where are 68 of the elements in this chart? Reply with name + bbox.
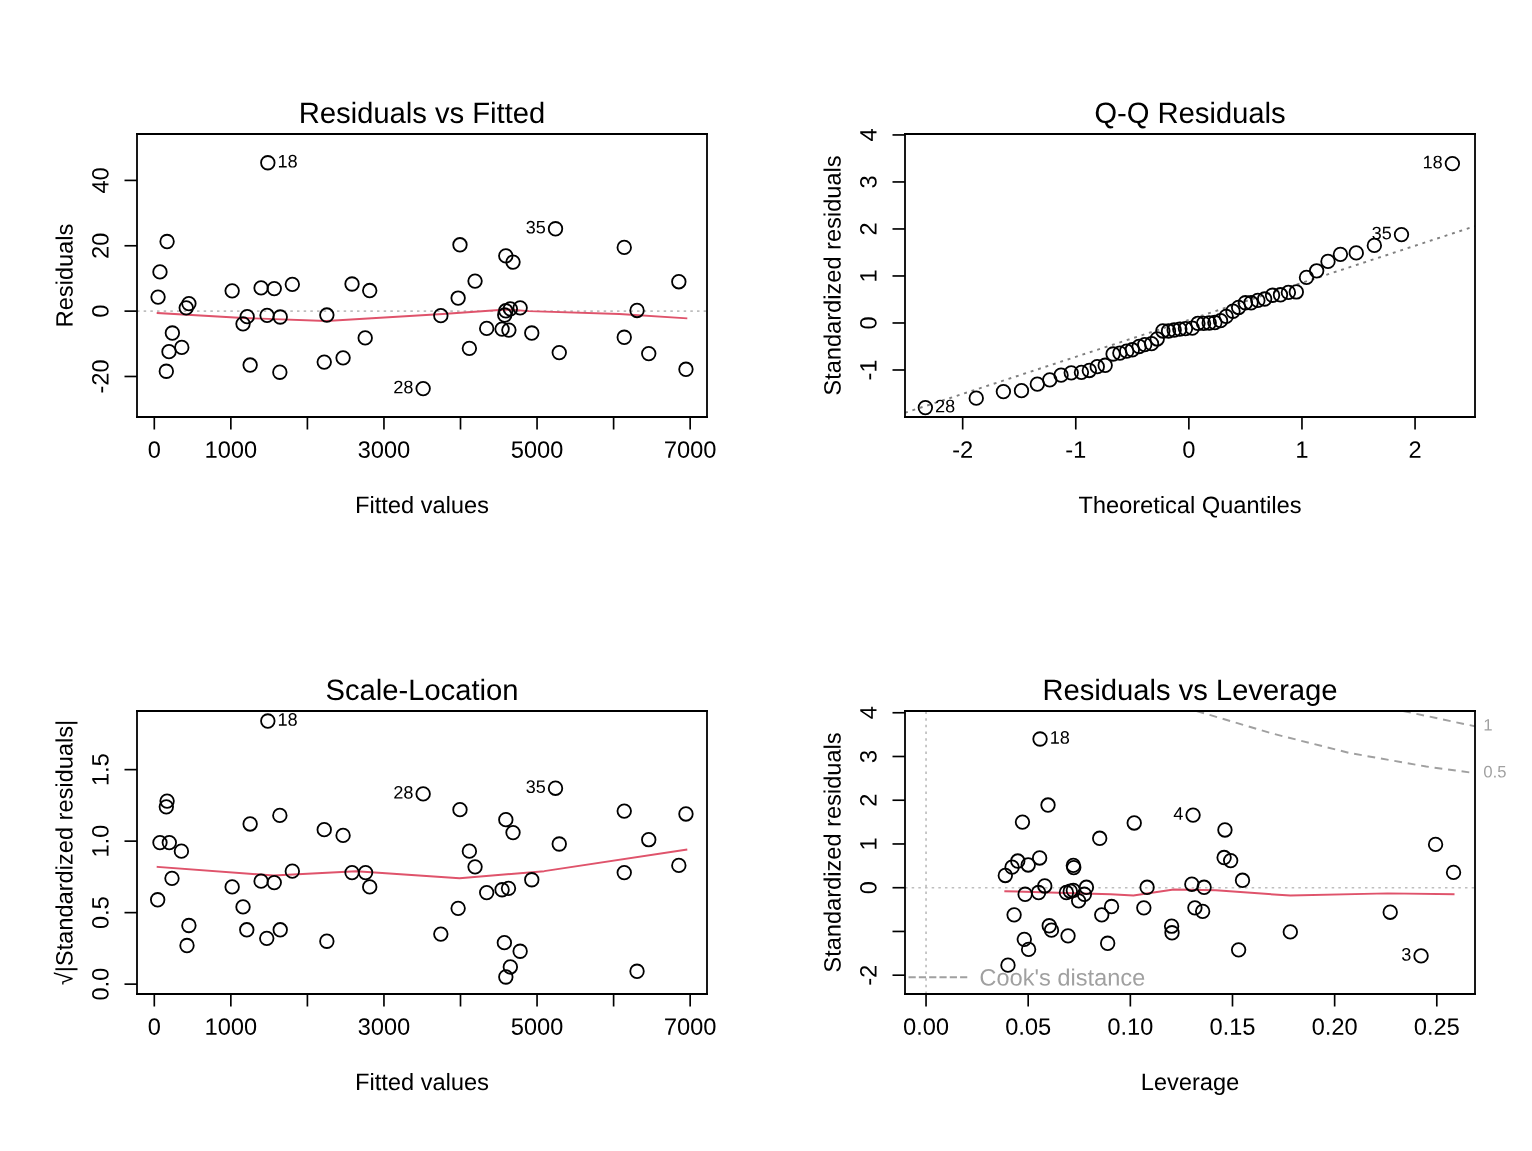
y-tick-label: 3 <box>860 750 877 763</box>
y-tick-label: 2 <box>860 794 877 806</box>
chart-title: Residuals vs Fitted <box>301 101 544 124</box>
y-tick-label: 0 <box>860 882 877 894</box>
annotation: 28 <box>935 399 955 413</box>
x-tick-label: 0 <box>148 441 160 458</box>
x-tick-label: 2 <box>1409 441 1421 458</box>
x-tick-label: 0 <box>148 1018 160 1035</box>
x-axis-title: Fitted values <box>357 495 489 514</box>
y-tick-label: 0 <box>860 317 877 329</box>
y-tick-label: -1 <box>860 360 877 380</box>
y-tick-label: 0 <box>92 305 109 317</box>
y-tick-label: 40 <box>92 168 109 193</box>
y-tick-label: -2 <box>860 965 877 985</box>
annotation: 18 <box>278 154 297 168</box>
x-tick-label: 0.00 <box>903 1018 949 1035</box>
y-axis-title: Standardized residuals <box>823 733 841 972</box>
annotation: 0.5 <box>1483 765 1506 778</box>
annotation: 28 <box>394 786 413 799</box>
x-tick-label: 0.25 <box>1414 1018 1459 1035</box>
annotation: 18 <box>1051 731 1070 744</box>
x-tick-label: 1000 <box>206 441 257 458</box>
annotation: 35 <box>526 220 546 234</box>
y-tick-label: -20 <box>92 360 109 393</box>
y-tick-label: 4 <box>860 706 877 719</box>
x-tick-label: 1000 <box>206 1018 257 1035</box>
annotation: 3 <box>1401 948 1411 961</box>
y-tick-label: 20 <box>92 233 109 258</box>
x-tick-label: 3000 <box>358 441 410 458</box>
y-tick-label: 2 <box>860 223 877 235</box>
x-tick-label: 7000 <box>665 441 716 458</box>
x-tick-label: 5000 <box>511 441 563 458</box>
x-tick-label: 0.20 <box>1312 1018 1357 1035</box>
legend-label: Cook's distance <box>980 968 1145 986</box>
x-axis-title: Fitted values <box>357 1072 489 1091</box>
annotation: 28 <box>394 380 413 394</box>
x-axis-title: Theoretical Quantiles <box>1078 495 1301 518</box>
annotation: 1 <box>1484 719 1492 731</box>
y-tick-label: 1 <box>860 838 877 849</box>
x-tick-label: 1 <box>1297 441 1308 458</box>
x-tick-label: 0 <box>1183 441 1195 458</box>
annotation: 35 <box>526 780 546 794</box>
y-axis-title: Standardized residuals <box>823 156 841 395</box>
x-tick-label: -2 <box>953 441 972 458</box>
annotation: 4 <box>1173 807 1183 820</box>
annotation: 35 <box>1372 226 1392 240</box>
annotation: 18 <box>1423 155 1442 169</box>
chart-title: Residuals vs Leverage <box>1044 678 1337 706</box>
x-tick-label: 3000 <box>358 1018 410 1035</box>
chart-title: Scale-Location <box>326 678 517 701</box>
y-tick-label: 0.0 <box>92 968 109 1000</box>
x-tick-label: -1 <box>1066 441 1086 458</box>
y-tick-label: 1 <box>860 270 877 281</box>
x-axis-title: Leverage <box>1142 1073 1239 1095</box>
y-tick-label: 0.5 <box>92 897 109 929</box>
chart-title: Q-Q Residuals <box>1095 101 1285 129</box>
x-tick-label: 0.10 <box>1108 1018 1153 1035</box>
x-tick-label: 0.15 <box>1210 1018 1255 1035</box>
y-tick-label: 3 <box>860 176 877 188</box>
y-axis-title: √|Standardized residuals| <box>53 721 78 985</box>
x-tick-label: 5000 <box>511 1018 563 1035</box>
annotation: 18 <box>278 713 297 726</box>
y-tick-label: 1.5 <box>92 754 109 785</box>
x-tick-label: 0.05 <box>1006 1018 1051 1035</box>
y-tick-label: 1.0 <box>92 825 109 856</box>
x-tick-label: 7000 <box>665 1018 716 1035</box>
y-axis-title: Residuals <box>55 224 73 326</box>
y-tick-label: 4 <box>860 129 877 141</box>
